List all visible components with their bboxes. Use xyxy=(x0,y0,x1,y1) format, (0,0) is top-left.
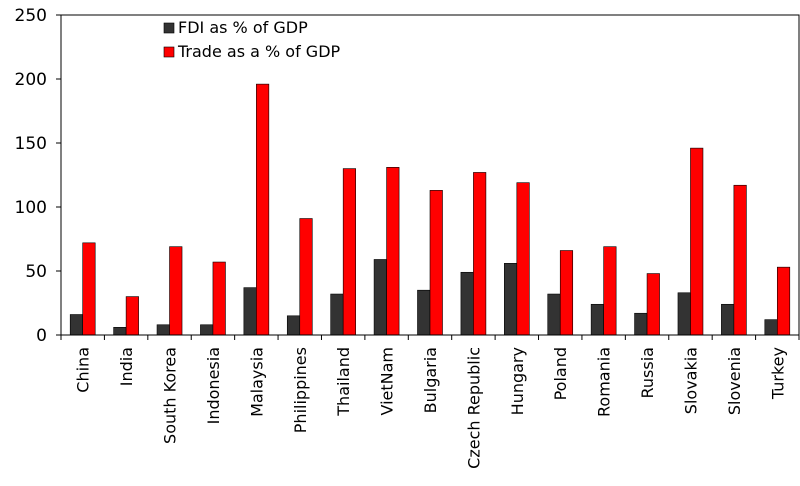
trade-bar-russia xyxy=(646,273,660,336)
legend: FDI as % of GDP Trade as a % of GDP xyxy=(163,18,341,61)
category-label: Czech Republic xyxy=(464,347,483,469)
fdi-bar-philippines xyxy=(286,315,301,336)
fdi-bar-turkey xyxy=(764,319,778,336)
fdi-bar-china xyxy=(69,314,84,336)
fdi-bar-thailand xyxy=(330,293,344,336)
fdi-bar-hungary xyxy=(504,263,518,336)
category-label: VietNam xyxy=(378,347,397,416)
trade-bar-poland xyxy=(559,250,574,336)
trade-bar-south-korea xyxy=(169,246,183,336)
trade-bar-bulgaria xyxy=(429,190,443,336)
trade-bar-thailand xyxy=(342,168,356,336)
category-label: Russia xyxy=(638,347,657,398)
trade-bar-slovenia xyxy=(733,184,747,336)
fdi-bar-russia xyxy=(634,312,648,336)
trade-bar-hungary xyxy=(516,182,530,336)
trade-bar-philippines xyxy=(299,218,313,336)
trade-bar-indonesia xyxy=(212,261,226,336)
axes-layer xyxy=(60,14,800,340)
category-label: Philippines xyxy=(291,347,310,433)
fdi-bar-india xyxy=(113,327,127,336)
y-tick-label: 200 xyxy=(15,70,47,90)
legend-label-fdi: FDI as % of GDP xyxy=(178,18,308,37)
category-label: Thailand xyxy=(334,347,353,417)
category-label: Hungary xyxy=(508,347,527,415)
fdi-bar-malaysia xyxy=(243,287,257,336)
y-tick-label: 0 xyxy=(36,326,47,346)
plot-frame xyxy=(60,14,800,336)
category-label: Slovenia xyxy=(725,347,744,415)
category-label: Malaysia xyxy=(247,347,266,417)
y-tick-label: 50 xyxy=(25,262,47,282)
fdi-bar-south-korea xyxy=(156,324,170,336)
category-label: Turkey xyxy=(768,347,787,400)
legend-swatch-trade xyxy=(163,46,175,58)
trade-bar-romania xyxy=(603,246,617,336)
trade-bar-vietnam xyxy=(386,167,400,336)
trade-bar-china xyxy=(82,242,96,336)
category-label: China xyxy=(74,347,93,393)
trade-bar-india xyxy=(125,296,139,336)
fdi-bar-vietnam xyxy=(373,259,387,336)
category-label: South Korea xyxy=(161,347,180,444)
y-tick-label: 250 xyxy=(15,6,47,26)
fdi-bar-czech-republic xyxy=(460,271,474,336)
fdi-bar-romania xyxy=(590,303,604,336)
fdi-bar-indonesia xyxy=(200,324,214,336)
fdi-bar-slovakia xyxy=(677,292,691,336)
legend-swatch-fdi xyxy=(163,22,175,34)
category-label: Slovakia xyxy=(681,347,700,414)
category-label: Poland xyxy=(551,347,570,400)
category-label: Indonesia xyxy=(204,347,223,424)
bars-layer xyxy=(69,83,791,336)
category-label: Bulgaria xyxy=(421,347,440,413)
legend-label-trade: Trade as a % of GDP xyxy=(177,42,341,61)
fdi-bar-bulgaria xyxy=(417,289,431,336)
fdi-bar-poland xyxy=(547,293,561,336)
y-tick-label: 150 xyxy=(15,134,47,154)
category-label: Romania xyxy=(595,347,614,417)
fdi-bar-slovenia xyxy=(721,303,735,336)
trade-bar-slovakia xyxy=(690,147,704,336)
category-label: India xyxy=(117,347,136,386)
y-ticks-layer: 0 50 100 150 200 250 xyxy=(15,6,61,346)
y-tick-label: 100 xyxy=(15,198,47,218)
category-labels-layer: China India South Korea Indonesia Malaysia Ph… xyxy=(74,347,788,469)
trade-bar-turkey xyxy=(776,266,791,336)
trade-bar-czech-republic xyxy=(473,172,487,336)
trade-bar-malaysia xyxy=(256,83,270,336)
